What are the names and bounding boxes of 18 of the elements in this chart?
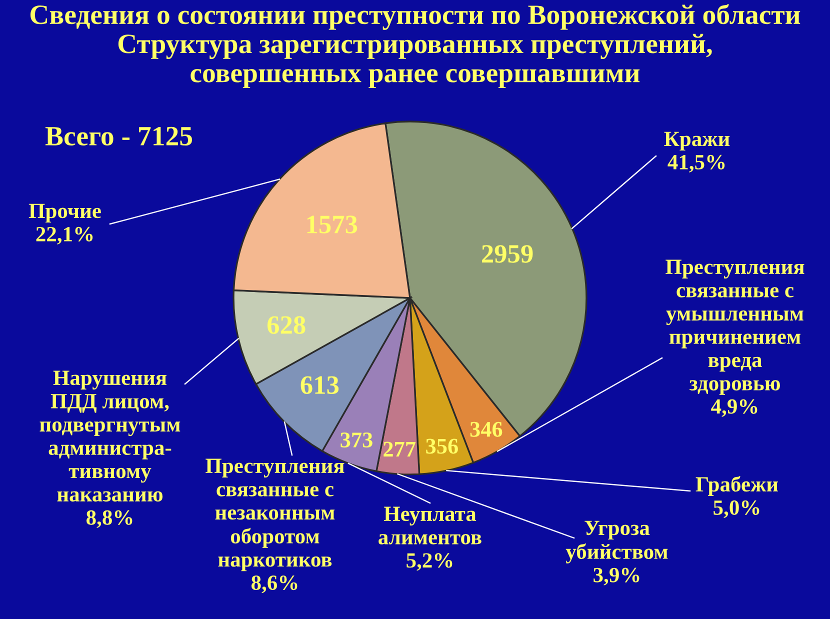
data-label: 1573	[307, 216, 358, 234]
chart-title: Сведения о состоянии преступности по Воронежской области Структура зарегистрированных преступлений, совершенных ранее совершавшими	[30, 4, 800, 88]
slice-label: Неуплата алиментов 5,2%	[378, 506, 482, 571]
data-label: 277	[384, 442, 416, 457]
slice-label: Прочие 22,1%	[28, 204, 101, 245]
slice-label: Кражи 41,5%	[664, 132, 730, 173]
slice-label: Угроза убийством 3,9%	[566, 520, 668, 586]
text: Всего - 7125	[45, 126, 192, 146]
slice-label: Грабежи 5,0%	[696, 476, 778, 518]
slice-label: Нарушения ПДД лицом, подвергнутым администра- тивному наказанию 8,8%	[40, 370, 180, 528]
data-label: 373	[340, 432, 372, 448]
data-label: 2959	[482, 245, 533, 263]
slice-label: Преступления связанные с незаконным оборотом наркотиков 8,6%	[206, 458, 344, 594]
data-label: 628	[267, 316, 306, 334]
data-label: 356	[426, 438, 458, 454]
slice-label: Преступления связанные с умышленным причинением вреда здоровью 4,9%	[666, 260, 804, 417]
data-label: 346	[470, 422, 502, 437]
data-label: 613	[300, 376, 339, 394]
